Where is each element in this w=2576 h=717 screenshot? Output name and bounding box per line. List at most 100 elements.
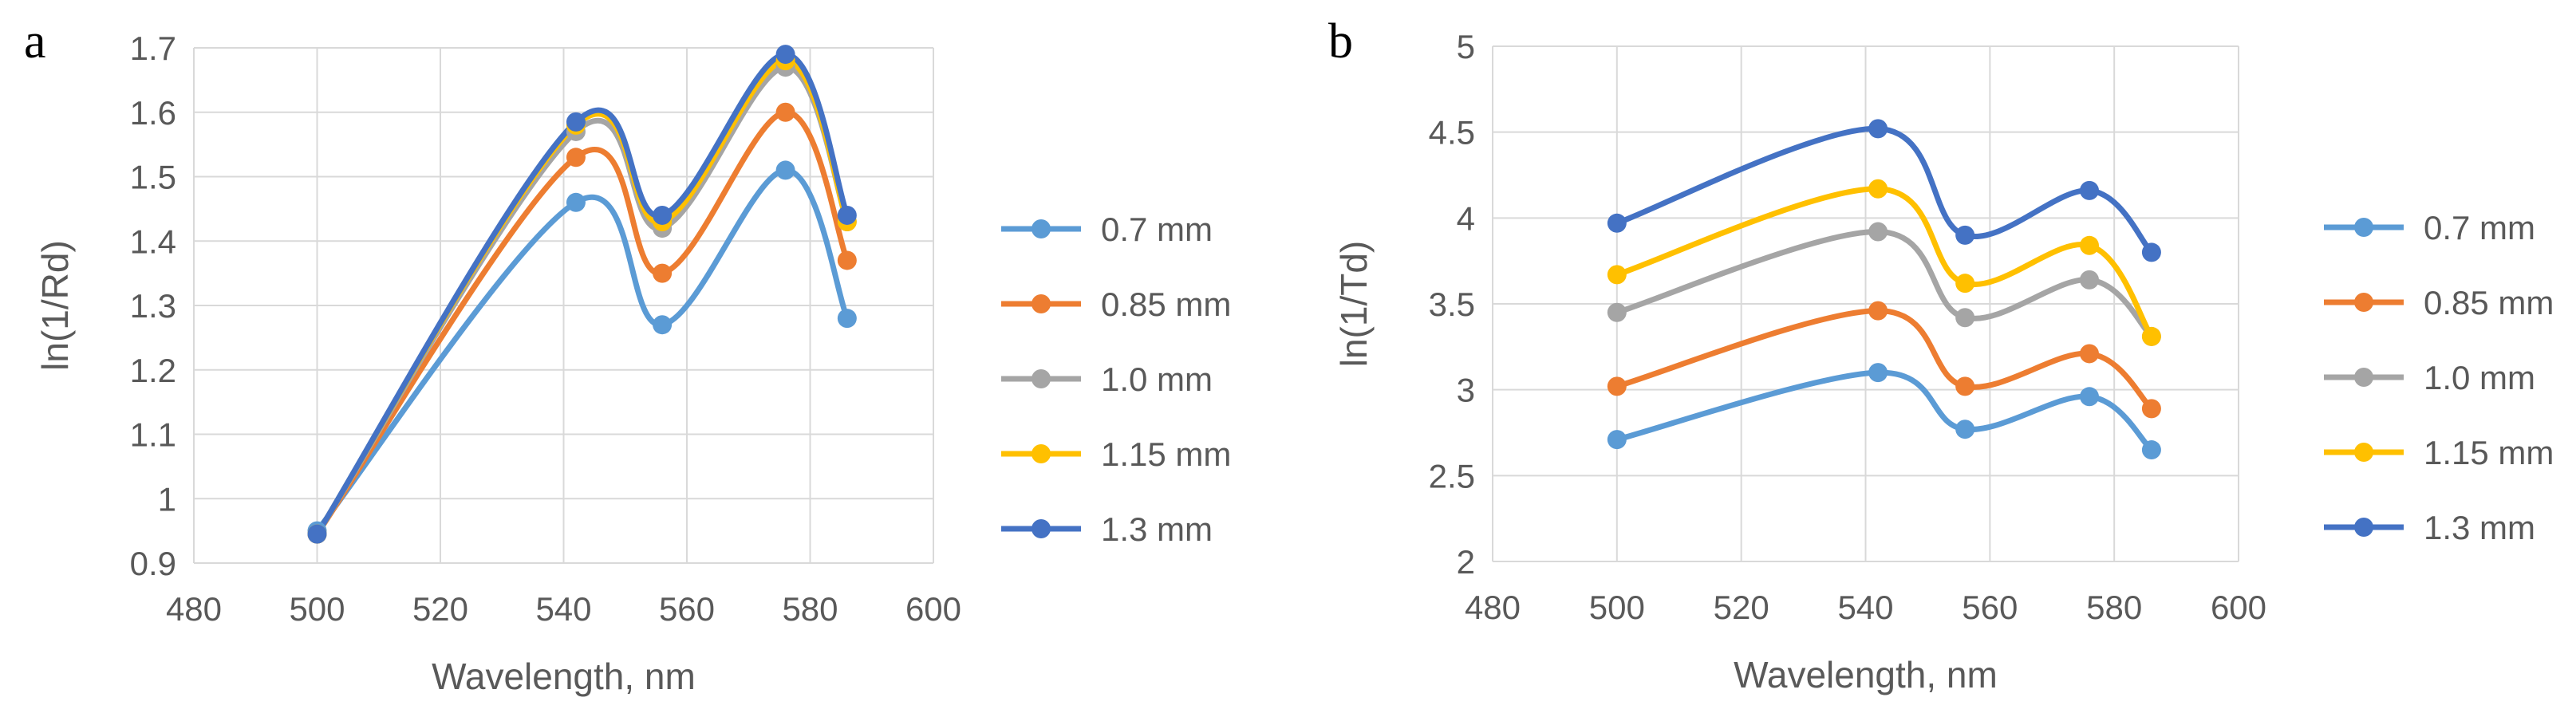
data-point xyxy=(1955,376,1975,396)
data-point xyxy=(2141,440,2161,460)
y-tick-label: 1.7 xyxy=(130,30,176,67)
x-tick-label: 540 xyxy=(535,590,591,628)
legend-label: 1.0 mm xyxy=(2424,359,2535,396)
y-tick-label: 1 xyxy=(158,480,176,518)
y-axis-title: ln(1/Rd) xyxy=(34,240,76,371)
data-point xyxy=(653,263,673,283)
y-tick-label: 2 xyxy=(1457,543,1475,581)
data-point xyxy=(837,250,857,270)
y-tick-label: 2.5 xyxy=(1429,457,1475,494)
data-point xyxy=(653,205,673,225)
data-point xyxy=(566,192,586,212)
x-tick-label: 560 xyxy=(659,590,715,628)
x-tick-label: 520 xyxy=(1714,589,1769,626)
data-point xyxy=(775,160,795,180)
data-point xyxy=(2080,387,2099,407)
x-tick-label: 480 xyxy=(166,590,222,628)
x-tick-label: 560 xyxy=(1962,589,2018,626)
legend-label: 0.7 mm xyxy=(2424,209,2535,246)
data-point xyxy=(2080,270,2099,290)
series-line-1 xyxy=(314,109,850,538)
data-point xyxy=(2141,242,2161,262)
data-point xyxy=(837,309,857,329)
legend-label: 1.0 mm xyxy=(1101,360,1213,398)
legend-swatch-marker xyxy=(1032,219,1051,238)
x-tick-label: 580 xyxy=(2086,589,2142,626)
x-tick-label: 580 xyxy=(782,590,838,628)
x-tick-label: 520 xyxy=(412,590,468,628)
legend-swatch-marker xyxy=(1032,369,1051,388)
data-point xyxy=(1955,420,1975,439)
data-point xyxy=(566,148,586,167)
data-point xyxy=(307,524,327,544)
data-point xyxy=(653,315,673,335)
legend-label: 1.3 mm xyxy=(2424,509,2535,546)
data-point xyxy=(1955,225,1975,245)
y-tick-label: 1.5 xyxy=(130,159,176,196)
data-point xyxy=(775,45,795,65)
data-point xyxy=(1607,302,1627,322)
y-tick-label: 1.2 xyxy=(130,352,176,389)
legend-swatch-marker xyxy=(1032,294,1051,313)
legend-swatch-marker xyxy=(2354,443,2373,462)
y-tick-label: 0.9 xyxy=(130,545,176,582)
series-line-3 xyxy=(1614,186,2155,340)
data-point xyxy=(2080,235,2099,255)
series-line-4 xyxy=(1614,125,2155,255)
data-point xyxy=(1607,213,1627,233)
y-axis-title: ln(1/Td) xyxy=(1333,241,1375,367)
data-point xyxy=(1955,274,1975,293)
x-axis-title: Wavelength, nm xyxy=(432,656,696,697)
data-point xyxy=(1868,179,1888,199)
y-tick-label: 3.5 xyxy=(1429,286,1475,323)
data-point xyxy=(775,102,795,122)
data-point xyxy=(1868,301,1888,321)
series-line-0 xyxy=(314,167,850,534)
x-tick-label: 600 xyxy=(905,590,961,628)
legend-label: 0.7 mm xyxy=(1101,211,1213,248)
legend-swatch-marker xyxy=(1032,444,1051,463)
chart-b: b 480 500 520 540 560 580 600 2 2.5 3 3.5 4 4.5 5 Wavel… xyxy=(1328,14,2554,695)
data-point xyxy=(1607,376,1627,396)
y-tick-label: 5 xyxy=(1457,28,1475,65)
data-point xyxy=(837,205,857,225)
data-point xyxy=(2141,326,2161,346)
x-tick-label: 500 xyxy=(1589,589,1645,626)
x-tick-label: 540 xyxy=(1837,589,1893,626)
data-point xyxy=(1607,430,1627,450)
legend-swatch-marker xyxy=(2354,518,2373,537)
legend-label: 1.15 mm xyxy=(1101,435,1231,473)
chart-a: a 480 500 520 540 560 580 600 0.9 1 1.1 1.2 1.3 1.4 1.… xyxy=(24,14,1231,697)
x-tick-label: 600 xyxy=(2211,589,2266,626)
legend-label: 1.15 mm xyxy=(2424,434,2554,471)
y-tick-label: 1.1 xyxy=(130,416,176,454)
x-tick-label: 500 xyxy=(289,590,345,628)
legend-swatch-marker xyxy=(2354,293,2373,312)
legend-label: 0.85 mm xyxy=(1101,286,1231,323)
legend-label: 1.3 mm xyxy=(1101,510,1213,548)
series-line-0 xyxy=(1614,369,2155,453)
y-tick-label: 1.3 xyxy=(130,287,176,325)
legend-swatch-marker xyxy=(2354,368,2373,387)
y-tick-label: 3 xyxy=(1457,372,1475,409)
data-point xyxy=(2141,399,2161,419)
data-point xyxy=(2080,344,2099,364)
data-point xyxy=(1868,119,1888,139)
legend-swatch-marker xyxy=(1032,519,1051,538)
y-tick-label: 1.4 xyxy=(130,223,176,260)
panel-label: b xyxy=(1328,14,1353,69)
y-tick-label: 1.6 xyxy=(130,94,176,132)
legend-swatch-marker xyxy=(2354,218,2373,237)
series-line-4 xyxy=(314,51,850,538)
y-tick-label: 4.5 xyxy=(1429,114,1475,152)
panel-label: a xyxy=(24,14,46,69)
data-point xyxy=(1868,363,1888,383)
data-point xyxy=(566,112,586,132)
legend-label: 0.85 mm xyxy=(2424,284,2554,321)
x-tick-label: 480 xyxy=(1465,589,1521,626)
x-axis-title: Wavelength, nm xyxy=(1734,654,1998,695)
y-tick-label: 4 xyxy=(1457,199,1475,237)
data-point xyxy=(2080,180,2099,200)
series-line-1 xyxy=(1614,308,2155,412)
